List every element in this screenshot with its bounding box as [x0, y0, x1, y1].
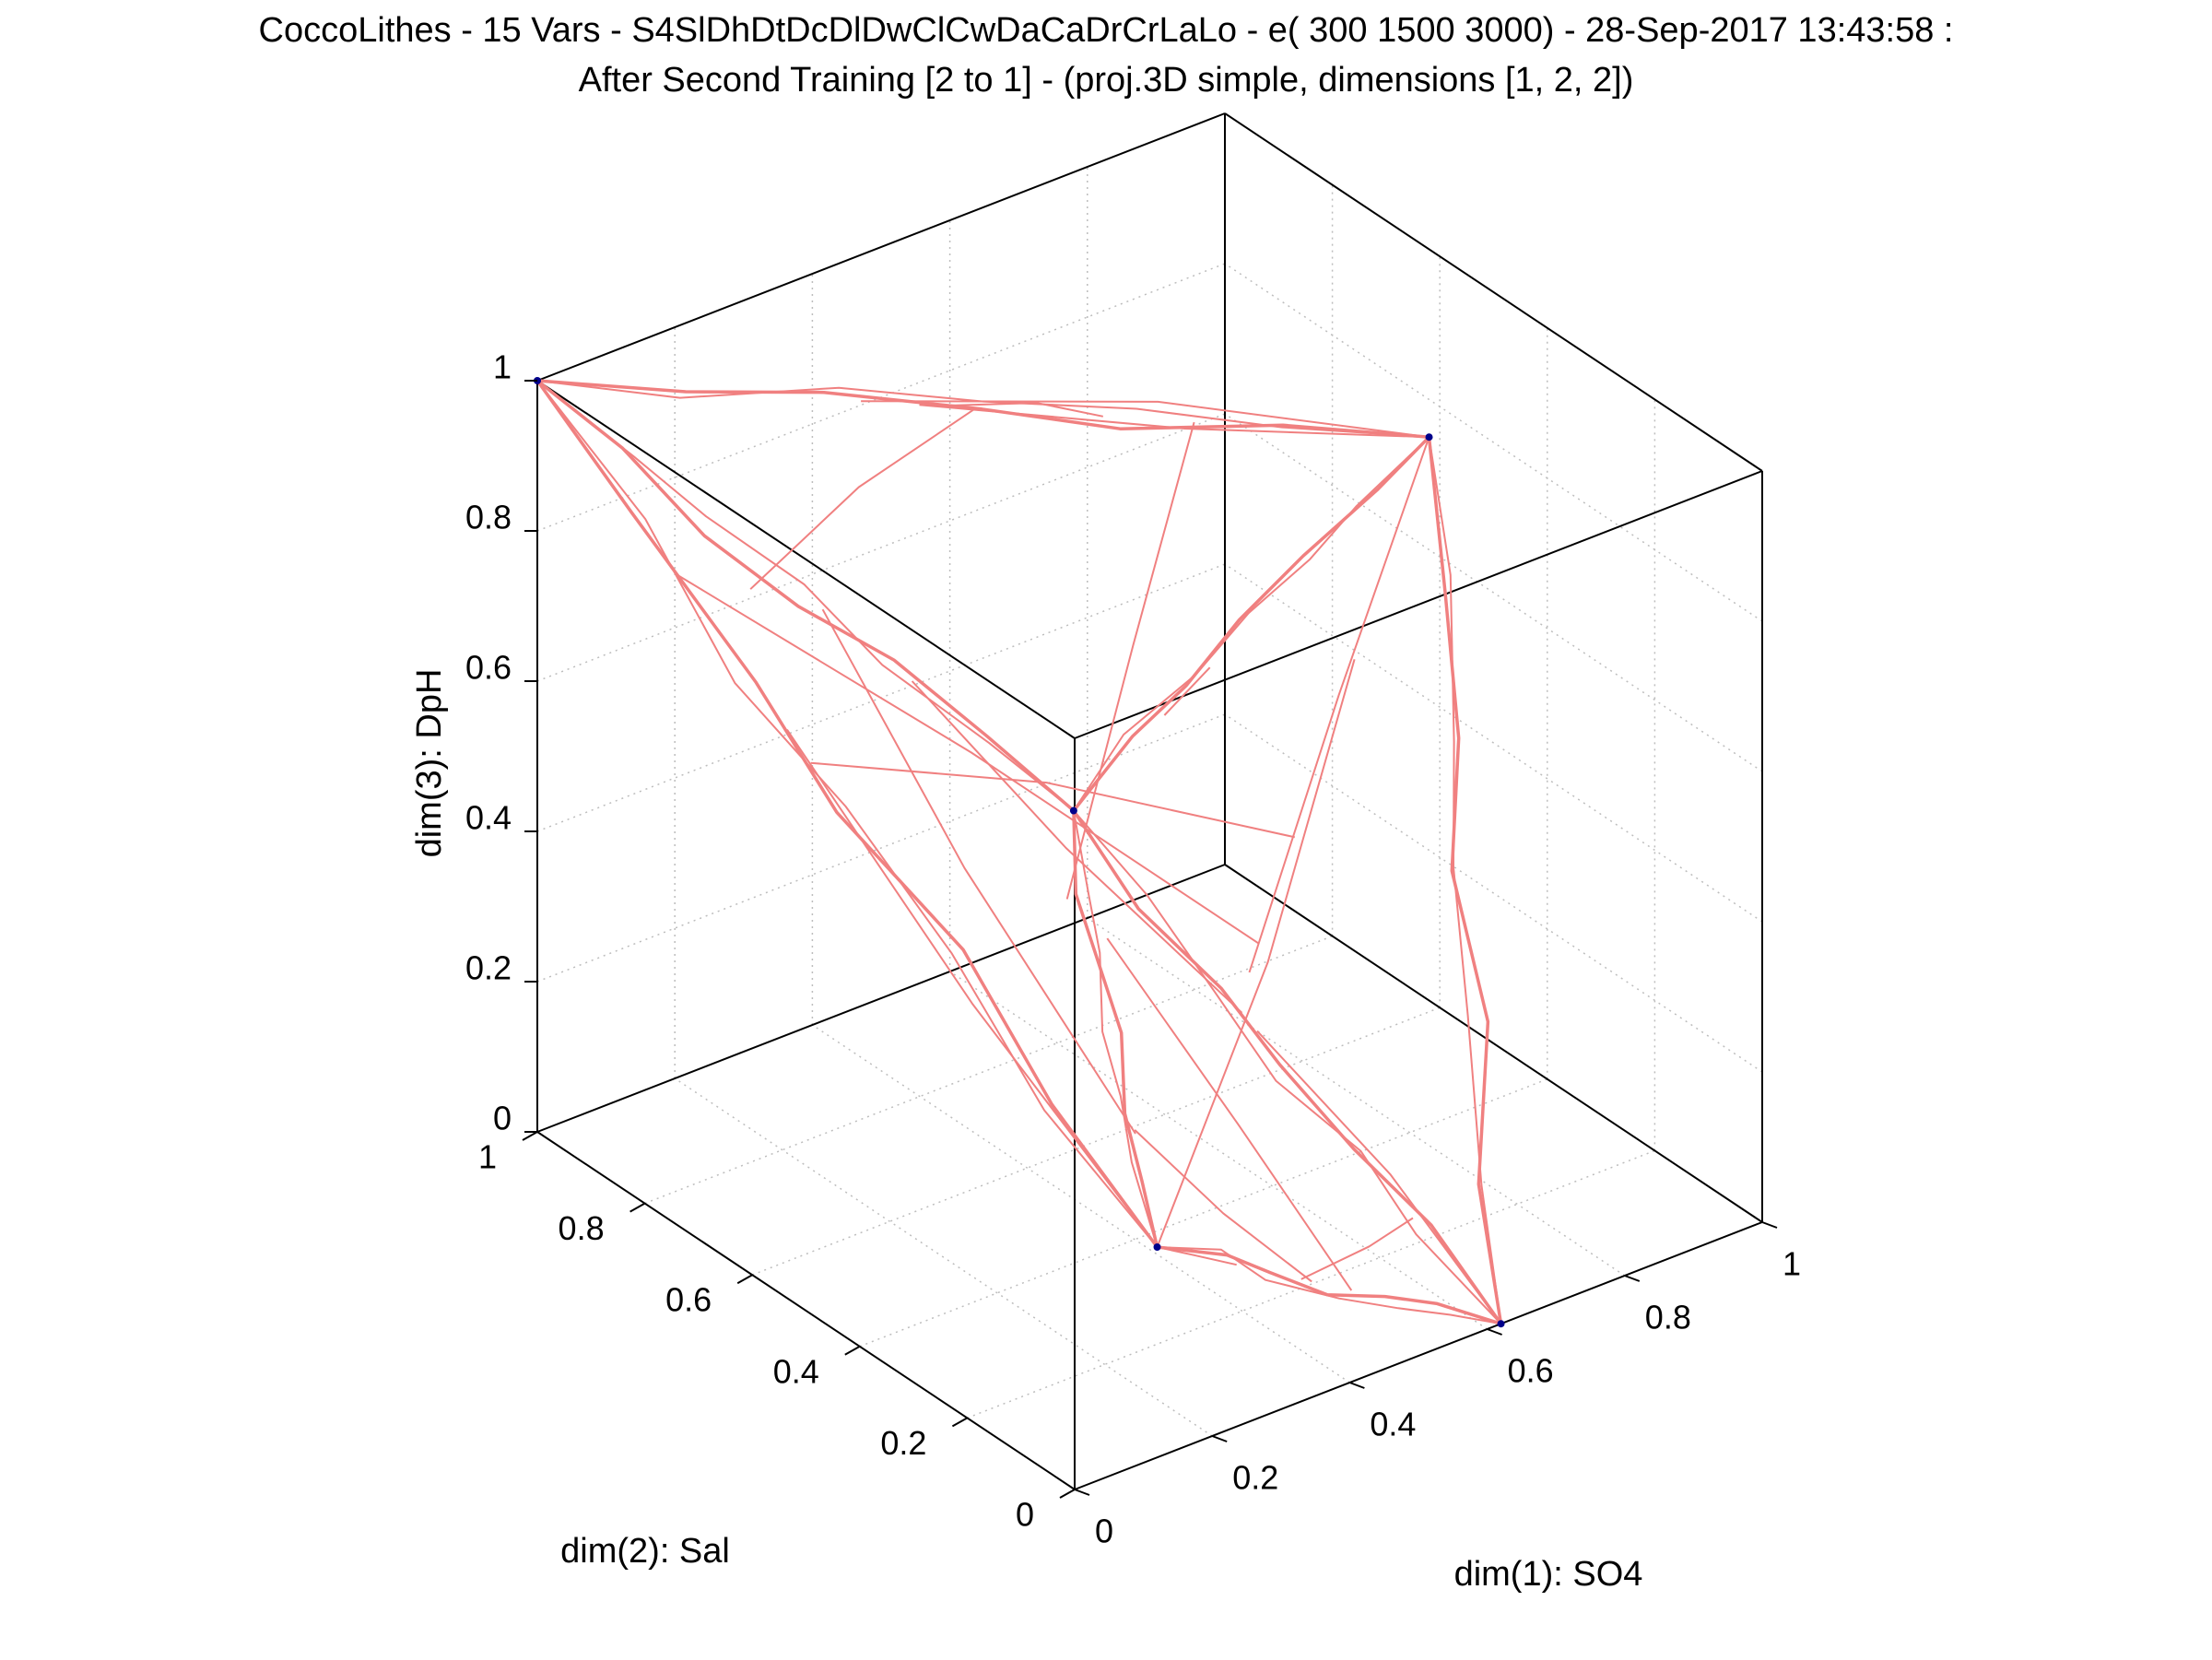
- axes-box: [536, 112, 1763, 1490]
- y-tick-label: 0: [1016, 1496, 1034, 1534]
- mesh-link: [1156, 659, 1356, 1248]
- mesh-link: [1134, 1129, 1312, 1283]
- axes-box-edge: [536, 380, 1076, 739]
- grid-line: [859, 1078, 1548, 1348]
- x-tick: [1624, 1275, 1641, 1282]
- y-tick-label: 0.6: [665, 1281, 712, 1319]
- y-tick: [736, 1274, 753, 1285]
- axes-box-edge: [536, 1131, 1076, 1490]
- mesh-layer: [535, 379, 1503, 1325]
- mesh-edge: [536, 379, 1430, 439]
- grid-line: [1224, 263, 1763, 622]
- y-tick-label: 0.2: [880, 1424, 926, 1462]
- z-tick-label: 0.4: [465, 799, 512, 837]
- mesh-link: [821, 608, 1136, 1135]
- grid-line: [644, 935, 1333, 1205]
- x-tick: [1487, 1328, 1502, 1336]
- grid-line: [751, 1007, 1441, 1276]
- z-tick-label: 0.8: [465, 499, 512, 536]
- y-tick-label: 0.4: [773, 1352, 819, 1390]
- corner-point: [1069, 806, 1077, 815]
- axis-labels-layer: dim(1): SO4 dim(2): Sal dim(3): DpH: [410, 669, 1642, 1594]
- axes-box-edge: [1074, 1221, 1763, 1490]
- axes-box-edge: [1074, 470, 1763, 739]
- y-tick: [844, 1345, 861, 1356]
- mesh-link: [1163, 666, 1211, 716]
- corner-point: [1497, 1320, 1505, 1328]
- mesh-link: [1157, 1246, 1237, 1266]
- mesh-edge: [1072, 810, 1159, 1248]
- mesh-edge: [1072, 435, 1430, 812]
- x-tick-label: 0: [1095, 1513, 1113, 1550]
- grid-line: [1087, 917, 1626, 1277]
- corner-point: [1153, 1243, 1161, 1251]
- y-tick: [522, 1131, 538, 1141]
- grid-line: [1224, 413, 1763, 772]
- grid-layer: [536, 167, 1763, 1437]
- corner-points-layer: [534, 377, 1505, 1328]
- x-tick: [1074, 1489, 1090, 1496]
- mesh-link: [861, 400, 1430, 439]
- mesh-edge: [1157, 1246, 1501, 1325]
- mesh-link: [911, 680, 1243, 1014]
- x-tick-label: 0.4: [1370, 1406, 1416, 1443]
- grid-line: [536, 713, 1226, 983]
- x-tick-label: 1: [1783, 1245, 1801, 1283]
- mesh-edge: [1072, 809, 1502, 1325]
- y-tick-label: 0.8: [559, 1209, 605, 1247]
- mesh-edge: [1428, 437, 1502, 1324]
- mesh-link: [935, 402, 1103, 418]
- grid-line: [1224, 563, 1763, 923]
- mesh-link: [1106, 937, 1353, 1291]
- x-tick: [1211, 1435, 1228, 1442]
- grid-line: [967, 1149, 1655, 1419]
- y-tick-label: 1: [478, 1138, 497, 1176]
- y-tick: [951, 1417, 968, 1428]
- grid-line: [811, 1024, 1350, 1383]
- axes-box-edge: [536, 112, 1226, 382]
- grid-line: [1224, 713, 1763, 1073]
- mesh-link: [810, 761, 1296, 839]
- z-tick-label: 0: [493, 1100, 512, 1137]
- mesh-link: [786, 729, 1159, 1248]
- chart-title-line-1: CoccoLithes - 15 Vars - S4SlDhDtDcDlDwCl…: [258, 11, 1954, 50]
- mesh-link: [1248, 436, 1430, 973]
- z-tick-label: 0.2: [465, 949, 512, 987]
- z-tick-label: 1: [493, 348, 512, 386]
- y-axis-label: dim(2): Sal: [560, 1532, 730, 1571]
- mesh-edge: [1427, 437, 1503, 1324]
- axes-box-edge: [1224, 864, 1763, 1223]
- x-tick-label: 0.6: [1508, 1352, 1554, 1390]
- x-tick-label: 0.8: [1645, 1299, 1691, 1336]
- y-tick: [629, 1202, 646, 1213]
- z-axis-label: dim(3): DpH: [410, 669, 449, 858]
- x-tick: [1349, 1382, 1365, 1389]
- grid-line: [949, 971, 1488, 1330]
- mesh-edge: [535, 379, 1159, 1249]
- mesh-edge: [1073, 436, 1430, 812]
- x-axis-label: dim(1): SO4: [1454, 1555, 1643, 1594]
- mesh-link: [1300, 1217, 1414, 1280]
- z-tick-label: 0.6: [465, 649, 512, 687]
- x-tick-label: 0.2: [1232, 1459, 1278, 1497]
- y-tick: [1059, 1489, 1076, 1499]
- mesh-link: [675, 572, 1260, 945]
- mesh-edge: [1072, 810, 1159, 1248]
- mesh-edge: [536, 380, 1075, 812]
- mesh-link: [749, 407, 976, 590]
- tick-labels-layer: 0 0 0 0.2 0.2 0.2 0.4 0.4 0.4 0.6 0.6 0.6 0.8 0.8 0.8 1…: [465, 348, 1801, 1550]
- axes-box-edge: [536, 864, 1226, 1133]
- mesh-edge: [1073, 809, 1502, 1324]
- grid-line: [536, 413, 1226, 682]
- corner-point: [1425, 433, 1433, 441]
- mesh-link: [1065, 421, 1195, 900]
- mesh-edge: [536, 380, 1159, 1248]
- chart-title-line-2: After Second Training [2 to 1] - (proj.3…: [578, 61, 1634, 100]
- mesh-link: [1256, 1030, 1502, 1324]
- x-tick: [1761, 1221, 1778, 1229]
- grid-line: [674, 1077, 1213, 1437]
- axes-box-edge: [1224, 112, 1763, 472]
- mesh-link: [919, 404, 1430, 439]
